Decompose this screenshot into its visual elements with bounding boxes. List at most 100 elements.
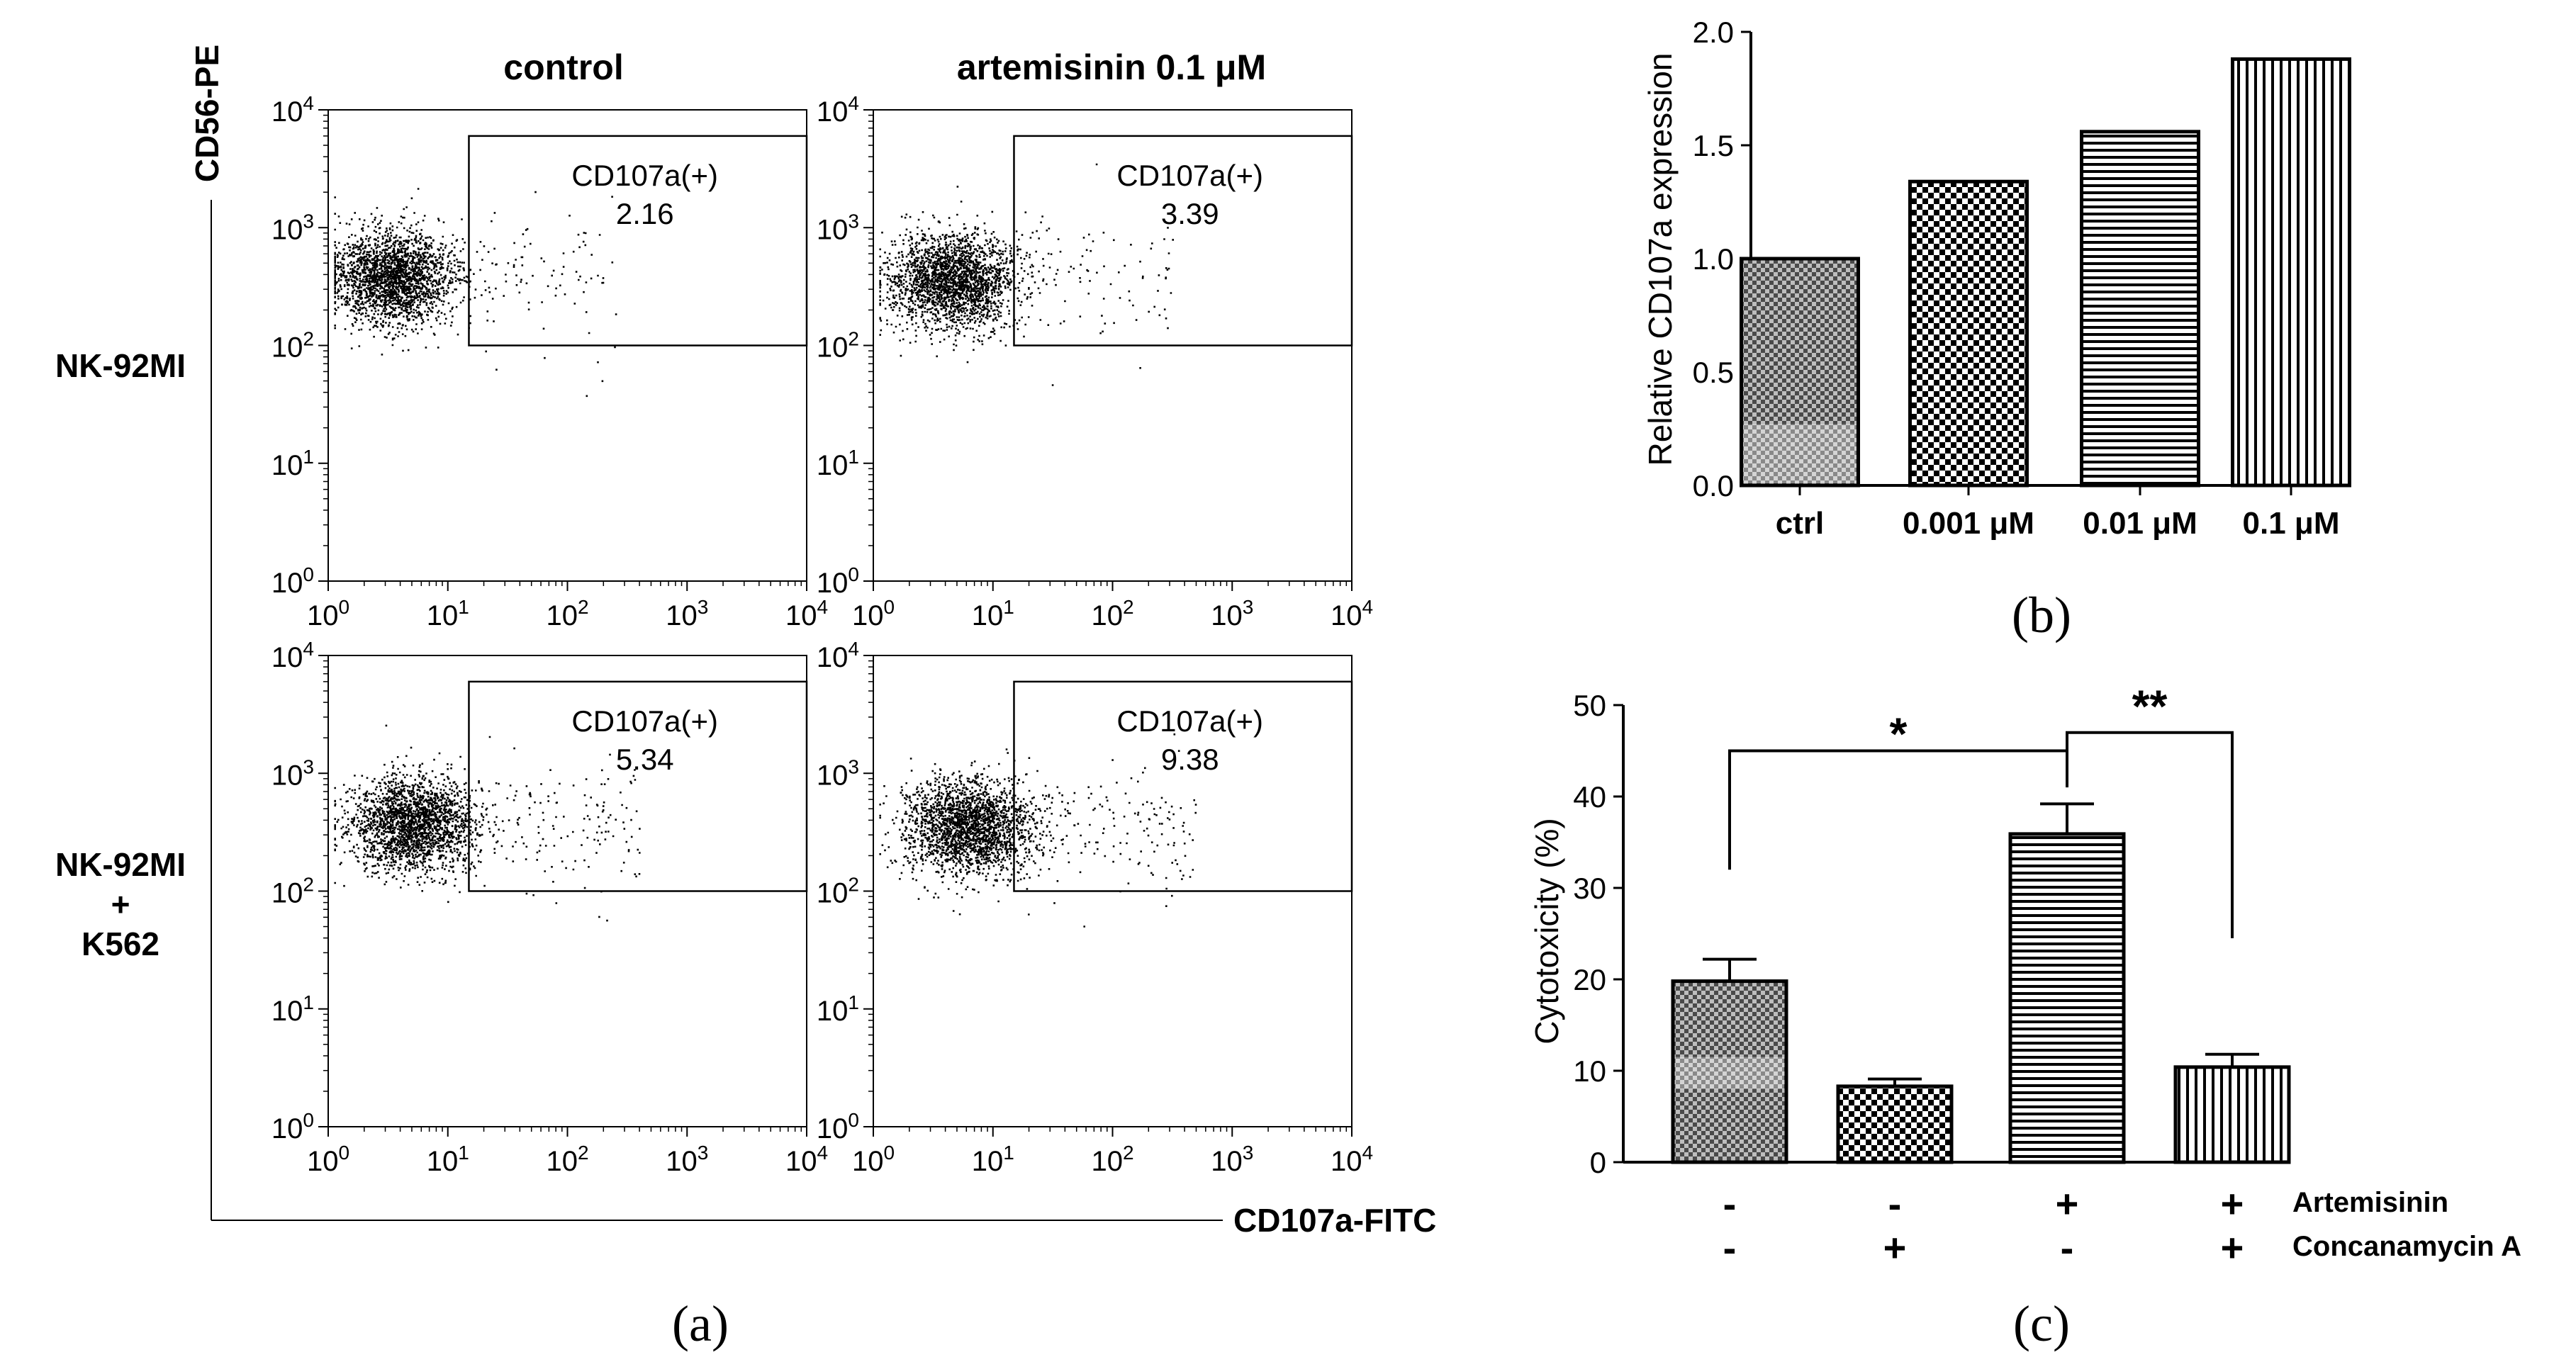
c-bar-2 <box>1836 1077 1954 1164</box>
c-condition-sign: + <box>2221 1181 2244 1226</box>
b-y-tick-label: 0.5 <box>1693 356 1734 389</box>
x-tick-label: 101 <box>427 1142 469 1177</box>
b-y-tick-label: 2.0 <box>1693 16 1734 49</box>
y-tick-label: 102 <box>817 874 859 909</box>
gate-rect <box>468 680 808 892</box>
c-condition-sign: - <box>1723 1225 1737 1270</box>
gate-label: CD107a(+) <box>1116 704 1263 738</box>
c-sig-label: ** <box>2132 681 2168 732</box>
c-sig-bracket <box>2066 731 2234 938</box>
y-tick-label: 102 <box>271 874 314 909</box>
gate-value: 2.16 <box>616 197 674 230</box>
flow-plots: 100100101101102102103103104104CD107a(+)2… <box>271 92 1373 1177</box>
x-tick-label: 101 <box>972 596 1014 631</box>
gate-value: 5.34 <box>616 743 674 776</box>
row-header-nk92mi-k562-line2: + <box>111 886 130 923</box>
x-tick-label: 104 <box>1331 1142 1373 1177</box>
b-bar <box>2080 130 2200 488</box>
b-x-tick-label: 0.1 μM <box>2243 506 2340 541</box>
b-x-tick-label: 0.01 μM <box>2083 506 2197 541</box>
panel-label-a: (a) <box>672 1295 729 1352</box>
c-bar <box>1671 979 1788 1164</box>
c-condition-sign: - <box>1888 1181 1902 1226</box>
gate-value: 9.38 <box>1161 743 1219 776</box>
col-header-control: control <box>503 47 623 87</box>
gate-value: 3.39 <box>1161 197 1219 230</box>
x-tick-label: 103 <box>1211 596 1253 631</box>
x-tick-label: 101 <box>972 1142 1014 1177</box>
x-tick-label: 102 <box>546 1142 588 1177</box>
gate-rect <box>1013 680 1353 892</box>
y-tick-label: 103 <box>817 755 859 791</box>
gate-rect <box>468 135 808 347</box>
x-tick-label: 103 <box>666 1142 708 1177</box>
c-y-tick-label: 0 <box>1590 1146 1606 1179</box>
c-y-tick-label: 10 <box>1573 1054 1606 1088</box>
x-tick-label: 104 <box>785 1142 828 1177</box>
b-bar-3 <box>2080 130 2200 488</box>
gate-rect <box>1013 135 1353 347</box>
x-axis-title: CD107a-FITC <box>1233 1202 1436 1239</box>
b-y-axis-title: Relative CD107a expression <box>1642 53 1679 466</box>
c-condition-name: Concanamycin A <box>2292 1231 2521 1262</box>
gate-label: CD107a(+) <box>1116 159 1263 192</box>
x-tick-label: 102 <box>1091 1142 1133 1177</box>
c-condition-sign: + <box>2221 1225 2244 1270</box>
gate-label: CD107a(+) <box>571 159 718 192</box>
row-header-nk92mi: NK-92MI <box>55 347 186 384</box>
x-tick-label: 103 <box>1211 1142 1253 1177</box>
b-x-tick-label: 0.001 μM <box>1903 506 2034 541</box>
c-bar <box>2008 832 2126 1164</box>
col-header-artemisinin: artemisinin 0.1 μM <box>957 47 1266 87</box>
cd107a-expression-chart: 0.0 0.5 1.0 1.5 2.0 ctrl 0.001 μM 0.01 μM 0.1 μM… <box>1642 16 2351 643</box>
panel-label-c: (c) <box>2013 1295 2070 1352</box>
x-tick-label: 104 <box>785 596 828 631</box>
b-marks: 0.0 0.5 1.0 1.5 2.0 ctrl 0.001 μM 0.01 μM 0.1 μM <box>1693 16 2351 541</box>
x-tick-label: 102 <box>546 596 588 631</box>
gate-label: CD107a(+) <box>571 704 718 738</box>
c-bar <box>2173 1065 2291 1164</box>
c-condition-sign: - <box>1723 1181 1737 1226</box>
y-tick-label: 101 <box>271 991 314 1027</box>
x-tick-label: 103 <box>666 596 708 631</box>
c-y-tick-label: 30 <box>1573 872 1606 905</box>
c-bar-4 <box>2173 1052 2291 1164</box>
c-condition-name: Artemisinin <box>2292 1187 2448 1218</box>
x-tick-label: 100 <box>852 596 895 631</box>
y-tick-label: 100 <box>271 1109 314 1144</box>
y-tick-label: 104 <box>817 638 859 673</box>
c-y-tick-label: 40 <box>1573 780 1606 814</box>
y-tick-label: 100 <box>271 563 314 599</box>
y-tick-label: 102 <box>817 328 859 364</box>
y-tick-label: 101 <box>817 446 859 481</box>
c-condition-sign: + <box>1883 1225 1907 1270</box>
c-y-axis-title: Cytotoxicity (%) <box>1528 818 1565 1044</box>
scatter-dots <box>879 163 1174 386</box>
c-bar-1 <box>1671 957 1788 1164</box>
b-bar-highlight <box>1743 424 1857 483</box>
y-axis-title: CD56-PE <box>189 45 225 182</box>
y-tick-label: 103 <box>271 755 314 791</box>
y-tick-label: 101 <box>817 991 859 1027</box>
flow-cytometry-panel: CD56-PE CD107a-FITC control artemisinin … <box>55 45 1436 1352</box>
row-header-nk92mi-k562-line3: K562 <box>82 925 159 962</box>
b-x-tick-label: ctrl <box>1776 506 1824 541</box>
y-tick-label: 104 <box>271 92 314 128</box>
y-tick-label: 103 <box>817 210 859 245</box>
c-condition-sign: + <box>2056 1181 2079 1226</box>
y-tick-label: 104 <box>817 92 859 128</box>
c-sig-label: * <box>1890 708 1908 759</box>
b-bar-1 <box>1740 257 1860 488</box>
b-bar <box>1740 257 1860 488</box>
x-tick-label: 100 <box>307 1142 349 1177</box>
scatter-dots <box>879 733 1197 928</box>
c-bar <box>1836 1084 1954 1164</box>
y-tick-label: 103 <box>271 210 314 245</box>
c-y-tick-label: 20 <box>1573 963 1606 996</box>
b-y-tick-label: 1.0 <box>1693 242 1734 276</box>
